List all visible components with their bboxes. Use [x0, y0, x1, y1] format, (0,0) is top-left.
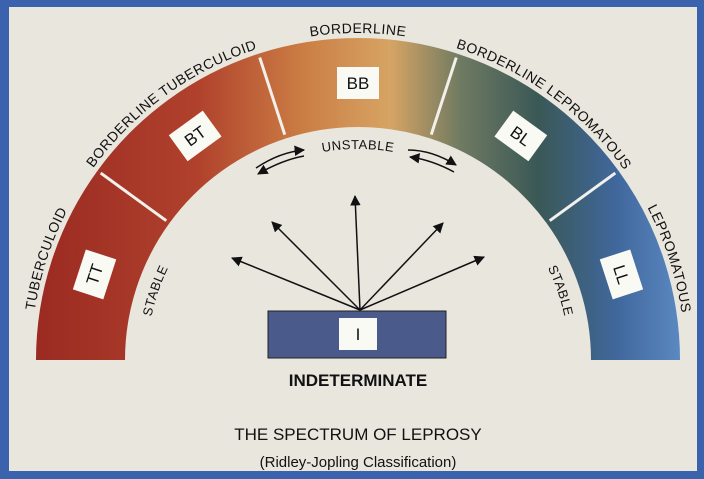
- indeterminate-label: INDETERMINATE: [289, 371, 428, 390]
- page: TTBTBBBLLL I INDETERMINATE THE SPECTRUM …: [0, 0, 704, 479]
- slide: TTBTBBBLLL I INDETERMINATE THE SPECTRUM …: [0, 0, 704, 479]
- subtitle: (Ridley-Jopling Classification): [260, 454, 457, 471]
- segment-code: BB: [347, 74, 370, 93]
- title: THE SPECTRUM OF LEPROSY: [234, 425, 481, 444]
- code-label: BB: [337, 67, 379, 99]
- indeterminate-code: I: [356, 325, 361, 344]
